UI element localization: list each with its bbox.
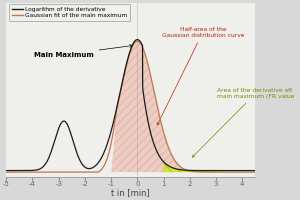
Text: Area of the derivative aft
main maximum (FR value: Area of the derivative aft main maximum … <box>192 88 295 157</box>
X-axis label: t in [min]: t in [min] <box>111 188 150 197</box>
Legend: Logarithm of the derivative, Gaussian fit of the main maximum: Logarithm of the derivative, Gaussian fi… <box>9 4 130 21</box>
Text: Half-area of the
Gaussian distribution curve: Half-area of the Gaussian distribution c… <box>157 27 244 125</box>
Text: Main Maximum: Main Maximum <box>34 45 133 58</box>
